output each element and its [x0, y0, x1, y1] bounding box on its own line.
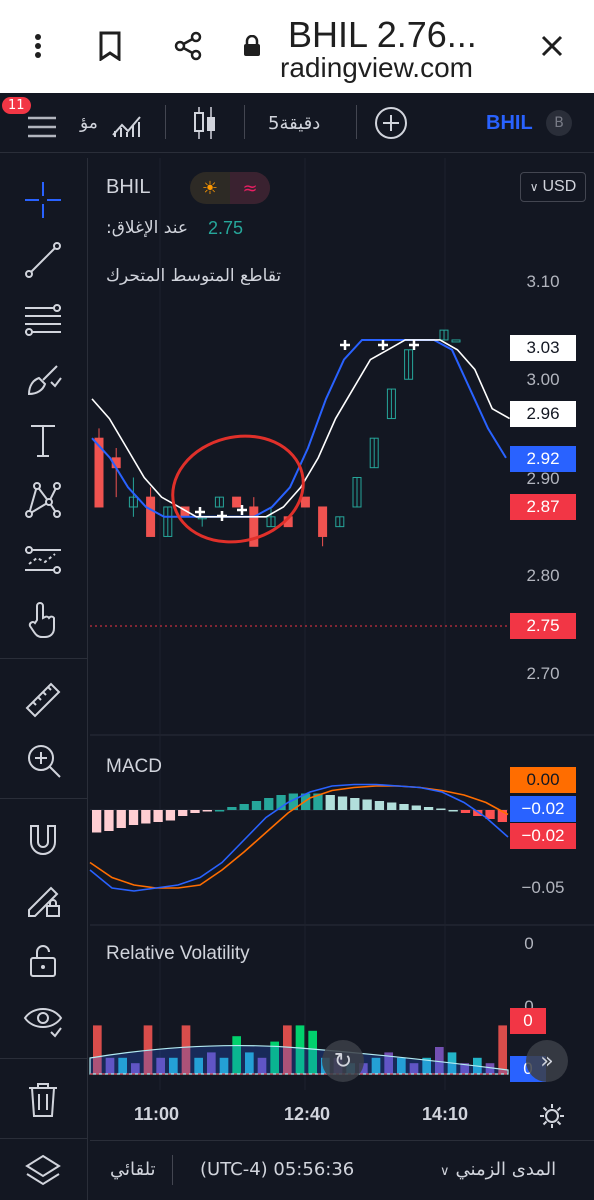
chevron-down-icon: ∨: [440, 1164, 450, 1179]
browser-bar: BHIL 2.76... radingview.com: [0, 0, 594, 93]
price-tick: 2.90: [526, 469, 560, 488]
interval-selector[interactable]: 5دقيقة: [268, 112, 321, 134]
layers-icon[interactable]: [14, 1144, 72, 1196]
currency-label: USD: [542, 178, 577, 195]
page-title: BHIL 2.76...: [288, 14, 477, 55]
menu-icon[interactable]: [24, 93, 60, 153]
fib-retracement-icon[interactable]: [14, 294, 72, 346]
bottom-bar: تلقائي (UTC-4) 05:56:36 ∨ المدى الزمني: [90, 1140, 594, 1200]
indicator-name[interactable]: تقاطع المتوسط المتحرك: [106, 266, 282, 286]
price-tag-ma-slow-high: 3.03: [510, 335, 576, 361]
macd-tag-macd: −0.02: [510, 796, 576, 822]
indicators-label[interactable]: مؤ: [80, 113, 98, 133]
legend-badges[interactable]: ☀ ≈: [190, 172, 270, 204]
price-tag-ma-fast: 2.92: [510, 446, 576, 472]
auto-scale-button[interactable]: تلقائي: [110, 1159, 156, 1180]
drawing-toolbar: [0, 158, 88, 1200]
volatility-tag: 0: [510, 1008, 546, 1034]
lock-drawing-icon[interactable]: [14, 874, 72, 926]
pattern-icon[interactable]: [14, 474, 72, 526]
chart-area[interactable]: [90, 158, 594, 1140]
chevron-down-icon: ∨: [529, 180, 539, 194]
chart-toolbar: 11 مؤ 5دقيقة BHIL B: [0, 93, 594, 153]
price-tick: 2.80: [526, 566, 560, 585]
time-tick: 12:40: [284, 1104, 331, 1124]
brush-icon[interactable]: [14, 354, 72, 406]
crosshair-icon[interactable]: [14, 174, 72, 226]
legend-symbol[interactable]: BHIL: [106, 176, 151, 198]
forecast-icon[interactable]: [14, 534, 72, 586]
symbol-logo: B: [546, 110, 572, 136]
timezone-clock[interactable]: (UTC-4) 05:56:36: [200, 1159, 355, 1180]
macd-tag-hist: −0.02: [510, 823, 576, 849]
scroll-to-realtime-icon[interactable]: »: [526, 1040, 568, 1082]
macd-title[interactable]: MACD: [106, 756, 162, 777]
notification-badge: 11: [2, 97, 31, 114]
symbol-search[interactable]: BHIL: [486, 111, 533, 134]
hand-pointer-icon[interactable]: [14, 594, 72, 646]
price-tick: 3.10: [526, 272, 560, 291]
volatility-tick-top: 0: [524, 934, 534, 953]
macd-tag-signal: 0.00: [510, 767, 576, 793]
lock-icon: [232, 22, 272, 70]
zoom-in-icon[interactable]: [14, 734, 72, 786]
volatility-title[interactable]: Relative Volatility: [106, 943, 250, 964]
price-tick: 3.00: [526, 370, 560, 389]
date-range-selector[interactable]: ∨ المدى الزمني: [440, 1159, 556, 1180]
reset-chart-icon[interactable]: ↻: [322, 1040, 364, 1082]
price-tag-ma-slow: 2.96: [510, 401, 576, 427]
trend-line-icon[interactable]: [14, 234, 72, 286]
bookmark-icon[interactable]: [90, 22, 130, 70]
close-label: عند الإغلاق:: [106, 218, 188, 238]
indicators-icon[interactable]: [110, 93, 144, 153]
settings-gear-icon[interactable]: [538, 1102, 566, 1130]
unlock-icon[interactable]: [14, 934, 72, 986]
wave-icon: ≈: [230, 172, 270, 204]
share-icon[interactable]: [168, 22, 208, 70]
close-value: 2.75: [208, 218, 244, 238]
price-tag-close: 2.75: [510, 613, 576, 639]
magnet-icon[interactable]: [14, 814, 72, 866]
volatility-tick-mid: 0: [524, 997, 534, 1016]
add-symbol-icon[interactable]: [374, 93, 408, 153]
time-tick: 14:10: [422, 1104, 469, 1124]
price-tag-last: 2.87: [510, 494, 576, 520]
ruler-icon[interactable]: [14, 674, 72, 726]
text-tool-icon[interactable]: [14, 414, 72, 466]
macd-tick: −0.05: [521, 878, 565, 897]
time-tick: 11:00: [134, 1104, 180, 1124]
price-tick: 2.70: [526, 664, 560, 683]
currency-selector[interactable]: ∨ USD: [520, 172, 586, 202]
close-icon[interactable]: [532, 22, 572, 70]
candles-icon[interactable]: [190, 93, 220, 153]
eye-icon[interactable]: [14, 994, 72, 1046]
sun-icon: ☀: [201, 177, 219, 199]
trash-icon[interactable]: [14, 1074, 72, 1126]
date-range-label: المدى الزمني: [455, 1159, 557, 1180]
url-text[interactable]: radingview.com: [280, 52, 473, 83]
more-vert-icon[interactable]: [18, 22, 58, 70]
